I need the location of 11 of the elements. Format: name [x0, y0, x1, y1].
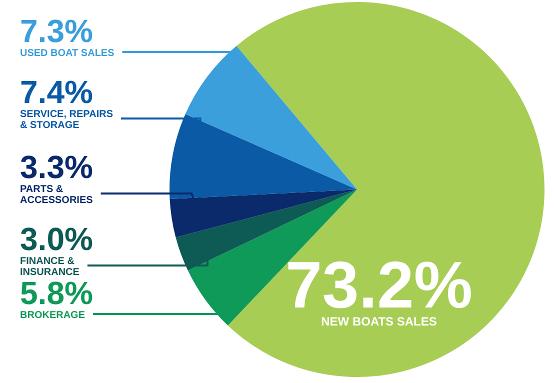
data-label: 3.3%	[20, 149, 93, 185]
data-label: 7.3%	[20, 13, 93, 49]
data-label: 5.8%	[20, 275, 93, 311]
slice-label: USED BOAT SALES	[20, 48, 115, 59]
slice-label: SERVICE, REPAIRS & STORAGE	[20, 109, 114, 131]
slice-label: BROKERAGE	[20, 310, 86, 321]
slice-label: PARTS & ACCESSORIES	[20, 184, 94, 206]
slice-label: NEW BOATS SALES	[321, 314, 437, 328]
data-label: 7.4%	[20, 74, 93, 110]
data-label: 3.0%	[20, 221, 93, 257]
slice-label: FINANCE & INSURANCE	[20, 256, 80, 278]
